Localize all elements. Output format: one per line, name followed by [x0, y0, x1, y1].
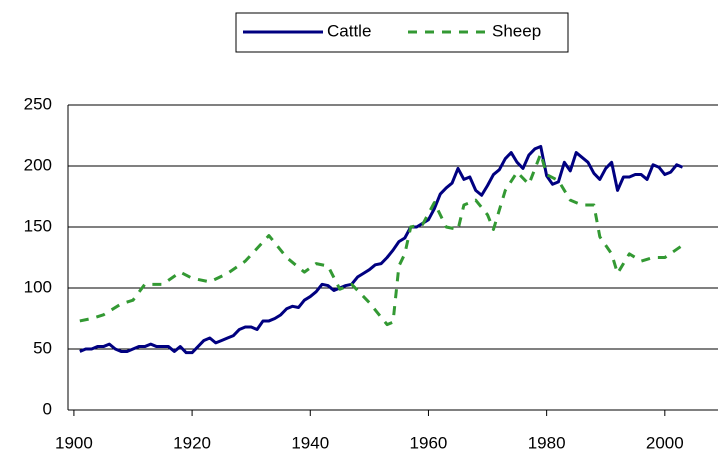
y-tick-label: 50: [33, 338, 52, 357]
x-tick-label: 1900: [55, 433, 93, 452]
x-tick-label: 2000: [646, 433, 684, 452]
x-tick-label: 1940: [291, 433, 329, 452]
y-tick-label: 150: [24, 216, 52, 235]
y-tick-label: 200: [24, 155, 52, 174]
y-tick-label: 100: [24, 277, 52, 296]
legend-label: Sheep: [492, 21, 541, 40]
y-tick-label: 250: [24, 94, 52, 113]
x-tick-label: 1920: [173, 433, 211, 452]
x-tick-label: 1960: [410, 433, 448, 452]
series-line: [79, 144, 684, 355]
x-tick-label: 1980: [528, 433, 566, 452]
y-tick-label: 0: [43, 399, 52, 418]
legend-label: Cattle: [327, 21, 371, 40]
series-line: [79, 152, 684, 327]
